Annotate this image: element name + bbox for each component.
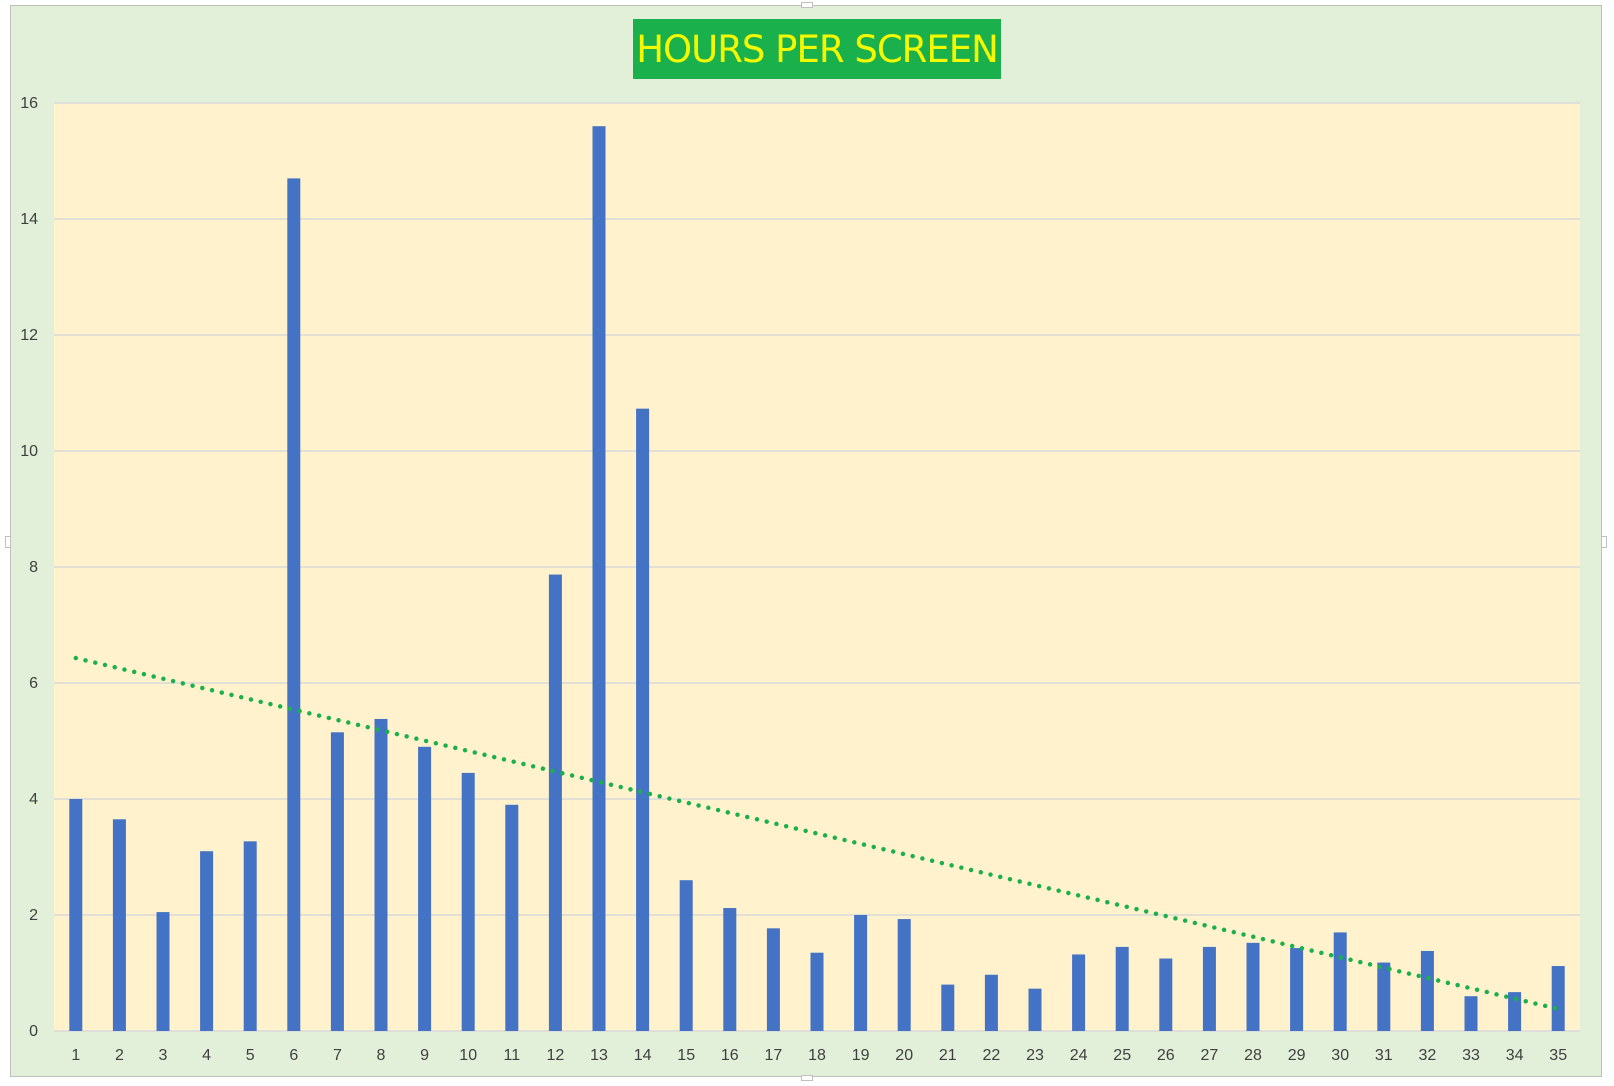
x-tick-label: 23 [1026,1047,1044,1064]
bar-28[interactable] [1246,942,1260,1031]
x-tick-label: 17 [765,1047,783,1064]
y-tick-label: 8 [29,559,38,576]
x-tick-label: 6 [289,1047,298,1064]
bar-25[interactable] [1115,946,1129,1031]
x-tick-label: 21 [939,1047,957,1064]
x-tick-label: 9 [420,1047,429,1064]
y-tick-label: 14 [20,211,38,228]
x-tick-label: 27 [1201,1047,1219,1064]
x-tick-label: 30 [1331,1047,1349,1064]
bar-16[interactable] [723,908,737,1031]
bar-17[interactable] [766,928,780,1031]
bar-7[interactable] [330,732,344,1031]
y-tick-label: 0 [29,1023,38,1040]
y-tick-label: 2 [29,907,38,924]
bar-33[interactable] [1464,996,1478,1031]
bar-4[interactable] [200,851,214,1031]
x-tick-label: 26 [1157,1047,1175,1064]
x-tick-label: 4 [202,1047,211,1064]
bar-24[interactable] [1072,954,1086,1031]
x-tick-label: 28 [1244,1047,1262,1064]
y-tick-label: 4 [29,791,38,808]
y-tick-label: 16 [20,95,38,112]
x-tick-label: 12 [547,1047,565,1064]
bar-23[interactable] [1028,988,1042,1031]
bar-31[interactable] [1377,962,1391,1031]
x-tick-label: 25 [1113,1047,1131,1064]
resize-handle-top[interactable] [801,2,813,8]
bar-15[interactable] [679,880,693,1031]
bar-6[interactable] [287,178,301,1031]
bar-2[interactable] [112,819,126,1031]
bar-series[interactable] [69,126,1565,1032]
x-tick-label: 7 [333,1047,342,1064]
x-tick-label: 1 [71,1047,80,1064]
resize-handle-bottom[interactable] [801,1075,813,1081]
trendline [73,655,1561,1012]
bar-18[interactable] [810,952,824,1031]
x-tick-label: 32 [1419,1047,1437,1064]
x-tick-label: 33 [1462,1047,1480,1064]
bar-30[interactable] [1333,932,1347,1031]
x-tick-label: 16 [721,1047,739,1064]
x-tick-label: 19 [852,1047,870,1064]
bar-27[interactable] [1202,946,1216,1031]
x-tick-label: 18 [808,1047,826,1064]
bar-29[interactable] [1290,948,1304,1031]
bar-22[interactable] [984,974,998,1031]
bar-8[interactable] [374,718,388,1031]
bar-5[interactable] [243,841,257,1031]
x-tick-label: 8 [377,1047,386,1064]
bar-35[interactable] [1551,966,1565,1031]
x-tick-label: 24 [1070,1047,1088,1064]
bar-32[interactable] [1420,950,1434,1031]
x-tick-label: 5 [246,1047,255,1064]
x-tick-label: 31 [1375,1047,1393,1064]
bar-13[interactable] [592,126,606,1031]
resize-handle-left[interactable] [5,536,11,548]
trendline-line[interactable] [73,655,1561,1012]
bar-9[interactable] [418,746,432,1031]
x-tick-label: 3 [159,1047,168,1064]
x-tick-label: 2 [115,1047,124,1064]
bar-26[interactable] [1159,958,1173,1032]
bar-14[interactable] [636,408,650,1031]
x-tick-label: 10 [459,1047,477,1064]
bar-34[interactable] [1508,992,1522,1031]
bar-1[interactable] [69,799,83,1031]
x-tick-label: 13 [590,1047,608,1064]
chart-title: HOURS PER SCREEN [636,27,999,71]
x-tick-label: 22 [983,1047,1001,1064]
x-tick-label: 20 [895,1047,913,1064]
resize-handle-right[interactable] [1601,536,1607,548]
x-tick-label: 34 [1506,1047,1524,1064]
x-tick-label: 14 [634,1047,652,1064]
bar-10[interactable] [461,772,475,1031]
y-axis-ticks: 0 2 4 6 8 10 12 14 16 [20,95,38,1040]
x-tick-label: 35 [1549,1047,1567,1064]
bar-3[interactable] [156,912,170,1031]
bar-12[interactable] [548,574,562,1031]
x-tick-label: 29 [1288,1047,1306,1064]
bar-11[interactable] [505,804,519,1031]
y-tick-label: 10 [20,443,38,460]
x-tick-label: 15 [677,1047,695,1064]
bar-20[interactable] [897,919,911,1031]
chart-title-box[interactable]: HOURS PER SCREEN [633,19,1001,79]
bar-21[interactable] [941,984,955,1031]
bar-19[interactable] [854,915,868,1031]
x-axis-ticks: 1 2 3 4 5 6 7 8 9 10 11 12 13 14 15 16 17 18 19 20 21 22 23 24 2… [71,1047,1567,1064]
y-tick-label: 6 [29,675,38,692]
x-tick-label: 11 [503,1047,520,1064]
y-tick-label: 12 [20,327,38,344]
